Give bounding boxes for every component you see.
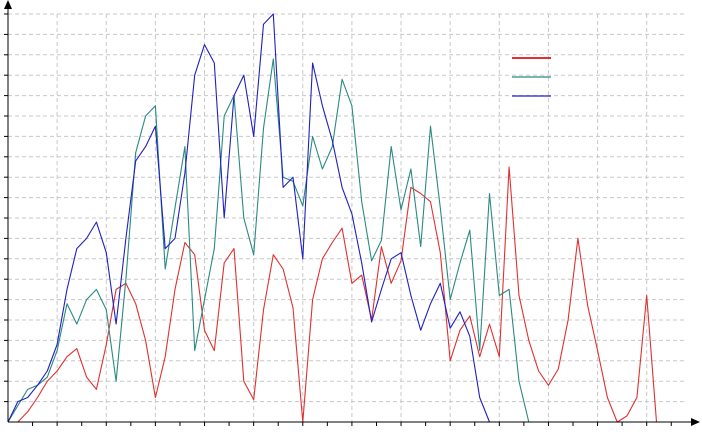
x-axis-arrow-icon [691,418,700,426]
axis-ticks [4,13,672,426]
legend [512,57,551,97]
series-line-1 [8,166,667,423]
y-axis-arrow-icon [4,0,12,9]
grid-lines [8,13,686,422]
